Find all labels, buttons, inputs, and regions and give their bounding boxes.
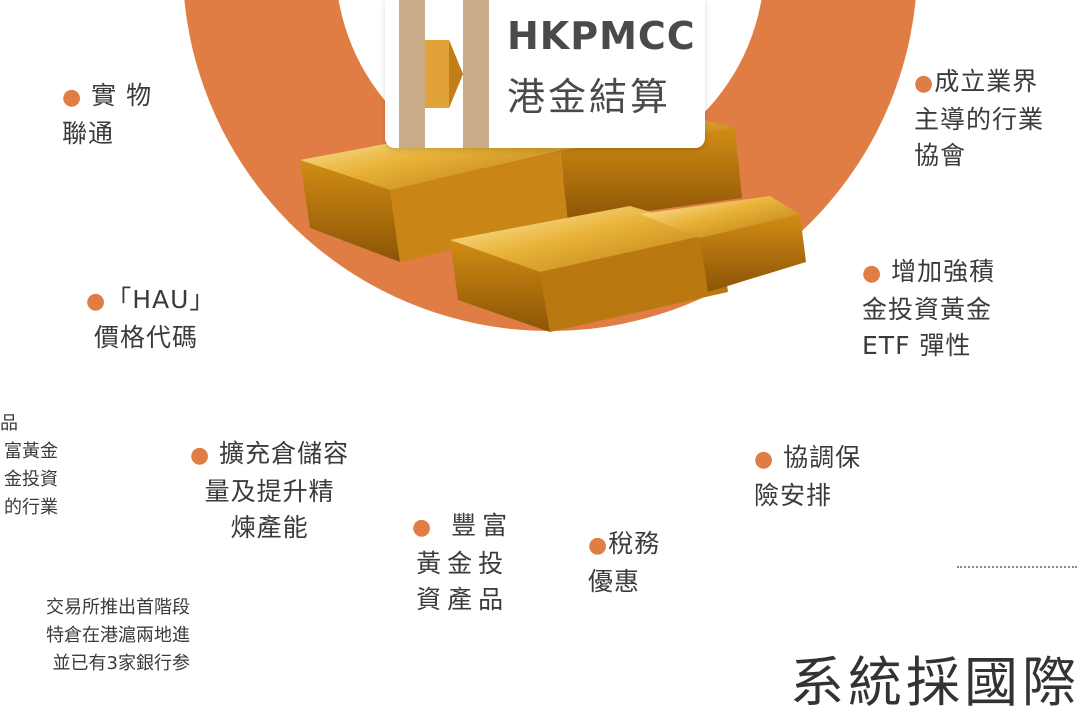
measure-storage-refining: ● 擴充倉儲容 量及提升精 煉產能 xyxy=(190,436,349,546)
measure-hau-code: ●「HAU」 價格代碼 xyxy=(86,282,215,356)
bullet-icon: ● xyxy=(754,447,775,472)
bullet-icon: ● xyxy=(862,261,883,286)
article-fragment: 富黃金 xyxy=(4,441,58,462)
article-fragment: 金投資 xyxy=(4,469,58,490)
measure-line: 價格代碼 xyxy=(94,323,199,352)
measure-line: ETF 彈性 xyxy=(862,331,972,360)
hkpmcc-logo: HKPMCC 港金結算 xyxy=(385,0,705,148)
bullet-icon: ● xyxy=(412,515,438,540)
bullet-icon: ● xyxy=(86,289,107,314)
measure-line: 「HAU」 xyxy=(106,285,216,314)
article-fragment: 並已有3家銀行参 xyxy=(52,653,190,674)
measure-line: 聯通 xyxy=(62,119,115,148)
measure-line: 險安排 xyxy=(754,481,833,510)
logo-text-zh: 港金結算 xyxy=(507,75,672,119)
measure-tax-incentives: ●稅務 優惠 xyxy=(588,526,660,600)
measure-insurance: ● 協調保 險安排 xyxy=(754,440,861,514)
measure-line: 擴充倉儲容 xyxy=(219,439,350,468)
measure-mpf-etf: ● 增加強積 金投資黃金 ETF 彈性 xyxy=(862,254,995,364)
article-fragment: 交易所推出首階段 xyxy=(46,597,190,618)
measure-line: 實 物 xyxy=(91,81,153,110)
measure-line: 增加強積 xyxy=(891,257,996,286)
article-fragment: 品 xyxy=(0,413,18,434)
logo-mark-icon xyxy=(399,0,489,148)
ring-title: 黃金交易生態圈八大配套措施 xyxy=(326,397,774,549)
measure-line: 成立業界 xyxy=(934,67,1039,96)
measure-line: 協會 xyxy=(914,141,967,170)
measure-line: 煉產能 xyxy=(230,513,309,542)
article-heading-fragment: 系統採國際 xyxy=(790,651,1079,714)
bullet-icon: ● xyxy=(62,85,83,110)
dotted-divider xyxy=(957,566,1077,568)
article-fragment: 的行業 xyxy=(4,497,58,518)
measure-line: 豐富 xyxy=(451,511,514,540)
measure-line: 主導的行業 xyxy=(914,105,1045,134)
measure-line: 金投資黃金 xyxy=(862,295,993,324)
measure-industry-association: ●成立業界 主導的行業 協會 xyxy=(914,64,1044,174)
measure-physical-connectivity: ● 實 物 聯通 xyxy=(62,78,152,152)
measure-line: 黃金投 xyxy=(416,549,510,578)
measure-line: 資產品 xyxy=(416,585,510,614)
bullet-icon: ● xyxy=(588,533,609,558)
bullet-icon: ● xyxy=(914,71,935,96)
measure-line: 優惠 xyxy=(588,567,641,596)
measure-investment-products: ● 豐富 黃金投 資產品 xyxy=(412,508,513,618)
measure-line: 稅務 xyxy=(608,529,661,558)
measure-line: 協調保 xyxy=(783,443,862,472)
bullet-icon: ● xyxy=(190,443,211,468)
article-fragment: 特倉在港滬兩地進 xyxy=(46,625,190,646)
measure-line: 量及提升精 xyxy=(204,477,335,506)
logo-text-en: HKPMCC xyxy=(507,14,696,58)
